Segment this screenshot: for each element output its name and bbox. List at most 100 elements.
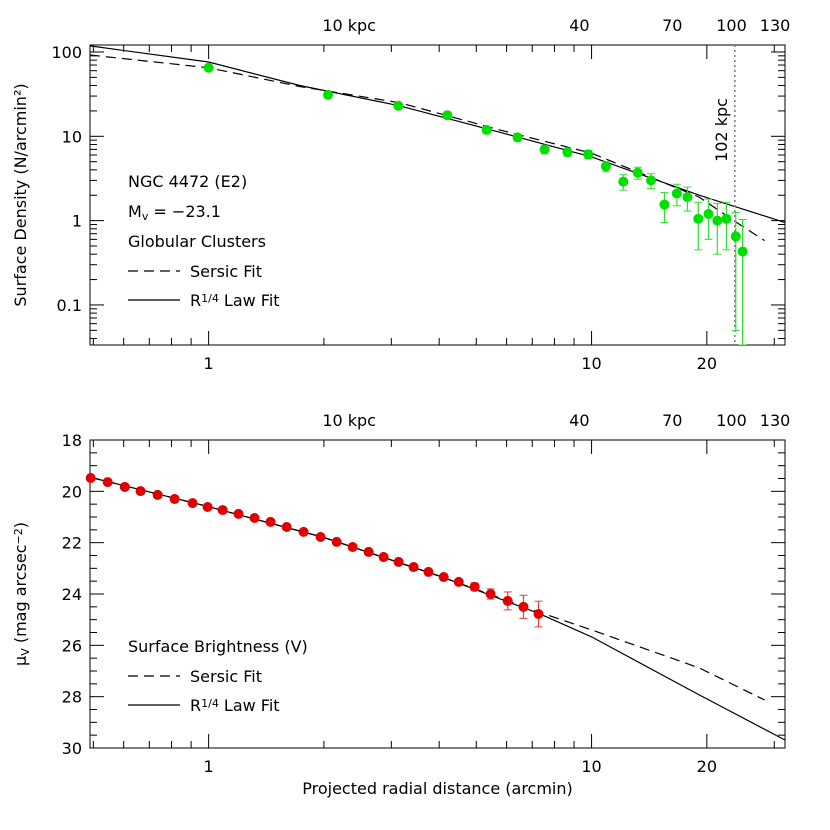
data-point — [393, 556, 404, 567]
legend-note: NGC 4472 (E2) — [128, 172, 247, 191]
y-tick-label: 18 — [62, 431, 82, 450]
x2-tick-label: 40 — [569, 411, 589, 430]
x2-tick-label: 70 — [662, 411, 682, 430]
x-tick-label: 10 — [581, 757, 601, 776]
data-point — [618, 176, 629, 187]
data-point — [203, 62, 214, 73]
data-point — [533, 609, 544, 620]
data-point — [169, 494, 180, 505]
text-part: = −23.1 — [148, 202, 221, 221]
data-point — [85, 472, 96, 483]
x-tick-label: 20 — [697, 757, 717, 776]
text-part: Globular Clusters — [128, 232, 266, 251]
data-point — [659, 199, 670, 210]
data-point — [331, 536, 342, 547]
data-point — [393, 100, 404, 111]
text-part: V — [19, 648, 32, 656]
data-point — [453, 576, 464, 587]
y-axis-label: μV (mag arcsec−2) — [11, 522, 32, 666]
x2-tick-label: 10 kpc — [322, 411, 376, 430]
data-point — [682, 192, 693, 203]
y-tick-label: 30 — [62, 739, 82, 758]
data-point — [363, 546, 374, 557]
data-point — [187, 498, 198, 509]
data-point — [737, 246, 748, 257]
text-part: ) — [11, 522, 30, 528]
data-point — [323, 89, 334, 100]
data-point — [135, 486, 146, 497]
data-point — [347, 542, 358, 553]
y-tick-label: 28 — [62, 688, 82, 707]
data-point — [712, 215, 723, 226]
legend-label: R1/4 Law Fit — [190, 696, 280, 715]
legend-note: Globular Clusters — [128, 232, 266, 251]
legend-note: Surface Brightness (V) — [128, 637, 308, 656]
data-point — [632, 167, 643, 178]
data-point — [378, 552, 389, 563]
text-part: 1/4 — [201, 697, 219, 710]
legend-label: R1/4 Law Fit — [190, 291, 280, 310]
text-part: Sersic Fit — [190, 667, 262, 686]
y-tick-label: 0.1 — [57, 296, 82, 315]
y-tick-label: 1 — [72, 212, 82, 231]
x2-tick-label: 70 — [662, 16, 682, 35]
data-point — [583, 149, 594, 160]
data-point — [469, 581, 480, 592]
data-point — [298, 526, 309, 537]
x2-tick-label: 100 — [716, 16, 747, 35]
y-tick-label: 22 — [62, 534, 82, 553]
data-point — [249, 513, 260, 524]
text-part: μ — [11, 656, 30, 666]
text-part: −2 — [12, 528, 25, 544]
text-part: Surface Brightness (V) — [128, 637, 308, 656]
text-part: Surface Density (N/arcmin²) — [11, 83, 30, 306]
legend-label: Sersic Fit — [190, 667, 262, 686]
legend-note: Mv = −23.1 — [128, 202, 221, 223]
text-part: Law Fit — [219, 696, 280, 715]
data-point — [481, 124, 492, 135]
data-point — [646, 175, 657, 186]
data-point — [562, 147, 573, 158]
data-point — [703, 208, 714, 219]
text-part: NGC 4472 (E2) — [128, 172, 247, 191]
data-point — [485, 589, 496, 599]
x2-tick-label: 130 — [760, 411, 791, 430]
data-point — [233, 508, 244, 519]
x-axis-label: Projected radial distance (arcmin) — [302, 779, 573, 798]
data-point — [102, 477, 113, 488]
x-tick-label: 1 — [204, 757, 214, 776]
x2-tick-label: 40 — [569, 16, 589, 35]
text-part: Law Fit — [219, 291, 280, 310]
text-part: M — [128, 202, 142, 221]
data-point — [721, 213, 732, 224]
data-point — [693, 213, 704, 224]
data-point — [518, 601, 529, 612]
data-point — [119, 481, 130, 492]
y-tick-label: 100 — [51, 43, 82, 62]
text-part: v — [142, 210, 149, 223]
data-point — [423, 566, 434, 577]
data-point — [442, 110, 453, 121]
data-point — [600, 161, 611, 172]
x-tick-label: 1 — [204, 354, 214, 373]
data-point — [730, 231, 741, 242]
data-point — [512, 132, 523, 143]
data-point — [671, 188, 682, 199]
x-tick-label: 10 — [581, 354, 601, 373]
text-part: (mag arcsec — [11, 544, 30, 648]
data-point — [152, 489, 163, 500]
text-part: R — [190, 291, 201, 310]
marker-label: 102 kpc — [712, 98, 731, 162]
data-point — [281, 522, 292, 533]
y-tick-label: 24 — [62, 585, 82, 604]
x2-tick-label: 10 kpc — [322, 16, 376, 35]
data-point — [265, 516, 276, 527]
x2-tick-label: 100 — [716, 411, 747, 430]
y-axis-label: Surface Density (N/arcmin²) — [11, 83, 30, 306]
y-tick-label: 10 — [62, 127, 82, 146]
data-point — [438, 572, 449, 583]
data-point — [202, 501, 213, 512]
x-tick-label: 20 — [697, 354, 717, 373]
legend-label: Sersic Fit — [190, 262, 262, 281]
